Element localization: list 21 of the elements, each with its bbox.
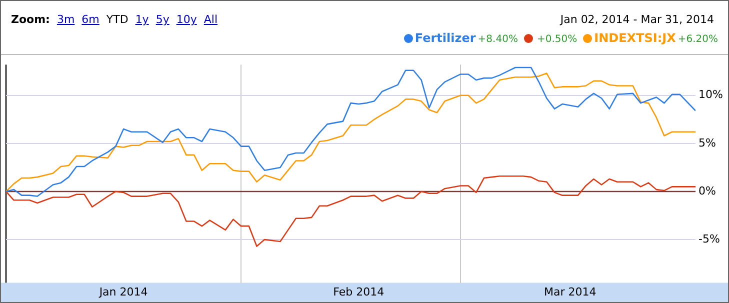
- text: All: [204, 13, 218, 26]
- y-tick-label: 5%: [698, 136, 716, 150]
- text: 1y: [135, 13, 149, 26]
- y-tick-label: 0%: [698, 184, 716, 198]
- text: +6.20%: [678, 34, 718, 45]
- text: 5y: [156, 13, 170, 26]
- y-tick-label: -5%: [698, 232, 720, 246]
- text: +8.40%: [478, 34, 518, 45]
- legend-label: Fertilizer: [414, 31, 476, 45]
- x-tick-label: Mar 2014: [544, 285, 596, 298]
- text: +0.50%: [536, 34, 578, 45]
- text: 10y: [176, 13, 197, 26]
- y-tick-label: 10%: [698, 88, 724, 102]
- text: YTD: [106, 13, 128, 26]
- legend-label: INDEXTSI:JX: [594, 31, 676, 45]
- text: 3m: [56, 13, 75, 26]
- x-tick-label: Jan 2014: [98, 285, 148, 298]
- chart-subtitle: Jan 02, 2014 - Mar 31, 2014: [560, 13, 714, 26]
- text: 6m: [82, 13, 100, 26]
- text: Zoom:: [11, 13, 50, 26]
- x-tick-label: Feb 2014: [333, 285, 384, 298]
